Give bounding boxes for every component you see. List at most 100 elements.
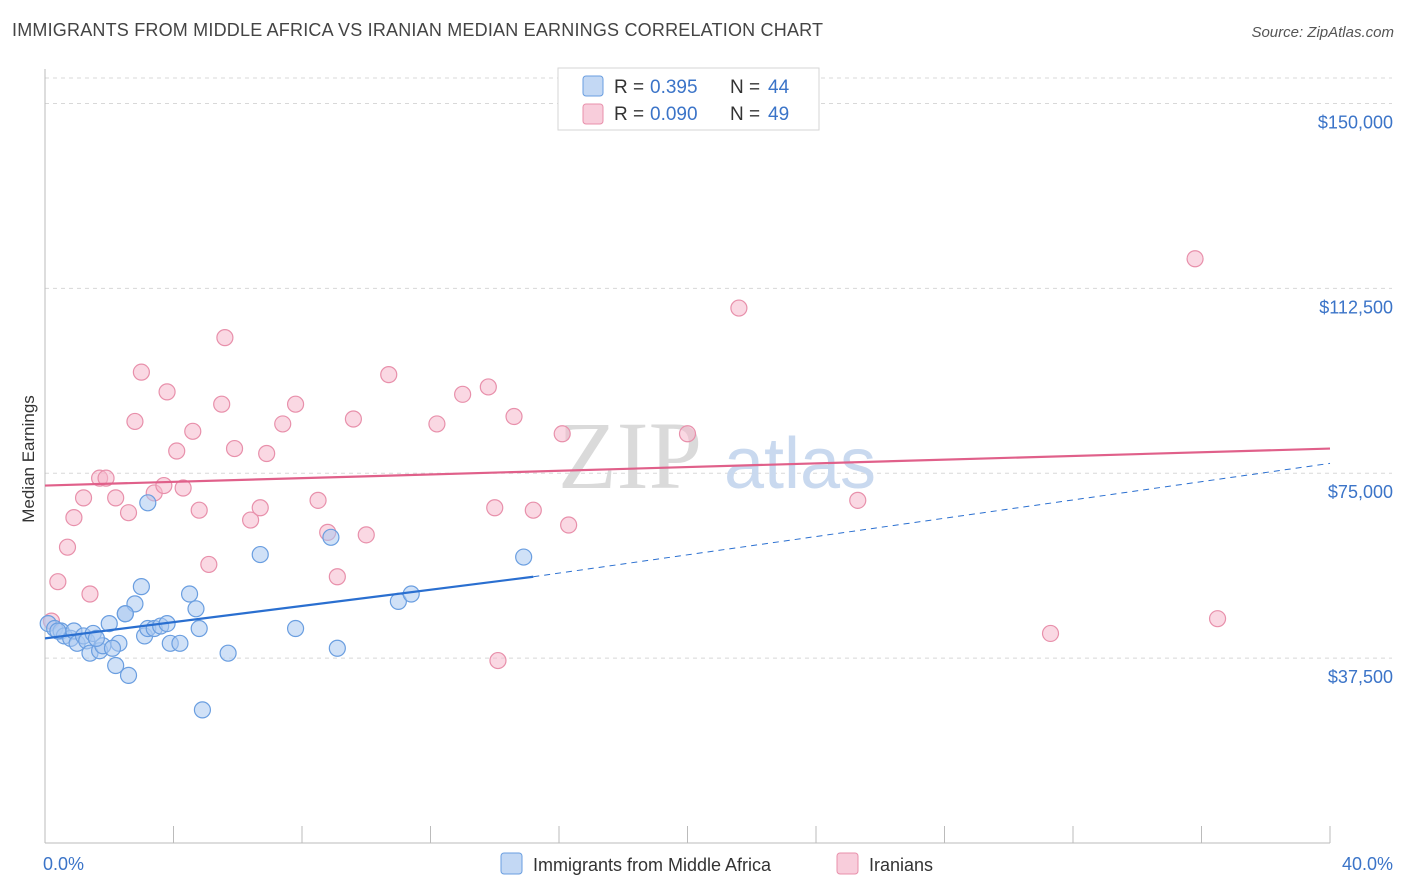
x-tick-labels: 0.0% 40.0% — [43, 854, 1393, 874]
data-point-iranians — [505, 407, 523, 426]
series-middle-africa — [39, 494, 533, 719]
watermark-zip: ZIP — [558, 402, 702, 509]
data-point-middle-africa — [132, 578, 150, 596]
data-point-iranians — [678, 425, 697, 443]
data-point-iranians — [1186, 250, 1204, 268]
data-point-iranians — [1041, 624, 1060, 643]
data-point-iranians — [258, 444, 276, 463]
data-point-iranians — [454, 385, 472, 403]
data-point-iranians — [489, 651, 507, 670]
axes — [44, 69, 1331, 844]
data-point-middle-africa — [251, 545, 269, 564]
data-point-middle-africa — [515, 548, 533, 566]
data-point-iranians — [132, 363, 150, 381]
data-point-middle-africa — [193, 701, 212, 719]
data-point-iranians — [168, 442, 186, 460]
data-point-iranians — [344, 410, 362, 428]
data-point-iranians — [49, 573, 67, 591]
trend-line-iranians — [44, 447, 1331, 487]
data-point-iranians — [216, 329, 234, 347]
data-point-middle-africa — [180, 585, 199, 603]
legend-n-value: 44 — [768, 77, 790, 98]
legend-box: R = 0.395 N = 44 R = 0.090 N = 49 — [557, 67, 820, 131]
y-tick-label: $112,500 — [1319, 297, 1393, 317]
legend-swatch-pink — [582, 103, 604, 125]
data-point-iranians — [81, 585, 99, 603]
data-point-middle-africa — [286, 619, 305, 638]
y-axis-label: Median Earnings — [19, 395, 38, 523]
data-point-iranians — [286, 395, 305, 413]
legend-r-value: 0.090 — [650, 104, 698, 125]
data-point-iranians — [328, 568, 346, 586]
data-point-middle-africa — [190, 619, 208, 638]
data-point-iranians — [107, 489, 125, 507]
data-point-iranians — [225, 439, 244, 458]
data-point-iranians — [190, 501, 208, 519]
data-point-iranians — [119, 504, 138, 522]
legend-n-label: N = — [730, 104, 760, 125]
data-point-iranians — [158, 383, 176, 401]
y-tick-label: $37,500 — [1328, 667, 1393, 687]
trend-line-middle-africa-extrapolated — [533, 462, 1331, 578]
data-point-iranians — [251, 499, 269, 517]
source-label: Source: ZipAtlas.com — [1251, 24, 1394, 41]
data-point-middle-africa — [328, 639, 346, 657]
data-point-middle-africa — [322, 528, 340, 546]
data-point-middle-africa — [139, 494, 157, 512]
data-point-iranians — [65, 508, 83, 527]
data-point-iranians — [213, 395, 231, 413]
bottom-legend-label-blue: Immigrants from Middle Africa — [533, 855, 772, 875]
data-point-iranians — [242, 511, 260, 529]
legend-n-value: 49 — [768, 104, 789, 125]
data-point-iranians — [560, 516, 578, 534]
bottom-legend-swatch-blue — [500, 852, 523, 875]
data-point-iranians — [479, 378, 497, 396]
data-point-middle-africa — [87, 629, 106, 647]
data-point-middle-africa — [187, 600, 205, 618]
data-point-iranians — [1208, 610, 1227, 628]
series-iranians — [42, 250, 1227, 670]
data-point-middle-africa — [107, 656, 125, 675]
trend-line-middle-africa — [44, 575, 534, 640]
data-point-iranians — [184, 422, 202, 440]
watermark: ZIP atlas — [558, 402, 876, 509]
chart-title: IMMIGRANTS FROM MIDDLE AFRICA VS IRANIAN… — [12, 20, 824, 40]
data-point-iranians — [730, 299, 748, 317]
x-tick-label: 40.0% — [1342, 854, 1393, 874]
data-point-iranians — [486, 499, 504, 517]
grid-lines — [45, 77, 1392, 659]
data-point-middle-africa — [100, 614, 118, 633]
data-point-iranians — [428, 415, 446, 433]
data-point-iranians — [155, 476, 173, 495]
data-point-middle-africa — [171, 634, 189, 652]
data-point-iranians — [58, 538, 77, 556]
data-point-iranians — [380, 366, 398, 384]
legend-swatch-blue — [582, 75, 604, 97]
data-point-iranians — [97, 469, 115, 487]
data-point-middle-africa — [119, 666, 138, 684]
data-point-iranians — [524, 501, 542, 519]
data-point-middle-africa — [116, 605, 134, 623]
data-point-iranians — [309, 491, 327, 509]
legend-r-value: 0.395 — [650, 77, 698, 98]
legend-r-label: R = — [614, 77, 644, 98]
data-point-iranians — [74, 489, 93, 507]
legend-n-label: N = — [730, 77, 760, 98]
data-point-middle-africa — [49, 622, 67, 640]
bottom-legend-swatch-pink — [836, 852, 859, 875]
data-point-middle-africa — [219, 644, 237, 662]
data-point-iranians — [126, 412, 144, 431]
y-tick-label: $75,000 — [1328, 482, 1393, 502]
trend-lines — [44, 447, 1331, 640]
x-tick-label: 0.0% — [43, 854, 84, 874]
bottom-legend-label-pink: Iranians — [869, 855, 933, 875]
data-point-middle-africa — [103, 639, 122, 657]
data-point-iranians — [357, 526, 375, 544]
y-tick-label: $150,000 — [1318, 112, 1393, 132]
data-point-middle-africa — [402, 585, 420, 603]
data-point-iranians — [849, 491, 867, 509]
data-point-iranians — [553, 425, 571, 443]
bottom-legend: Immigrants from Middle Africa Iranians — [500, 852, 933, 875]
data-point-iranians — [200, 555, 218, 574]
